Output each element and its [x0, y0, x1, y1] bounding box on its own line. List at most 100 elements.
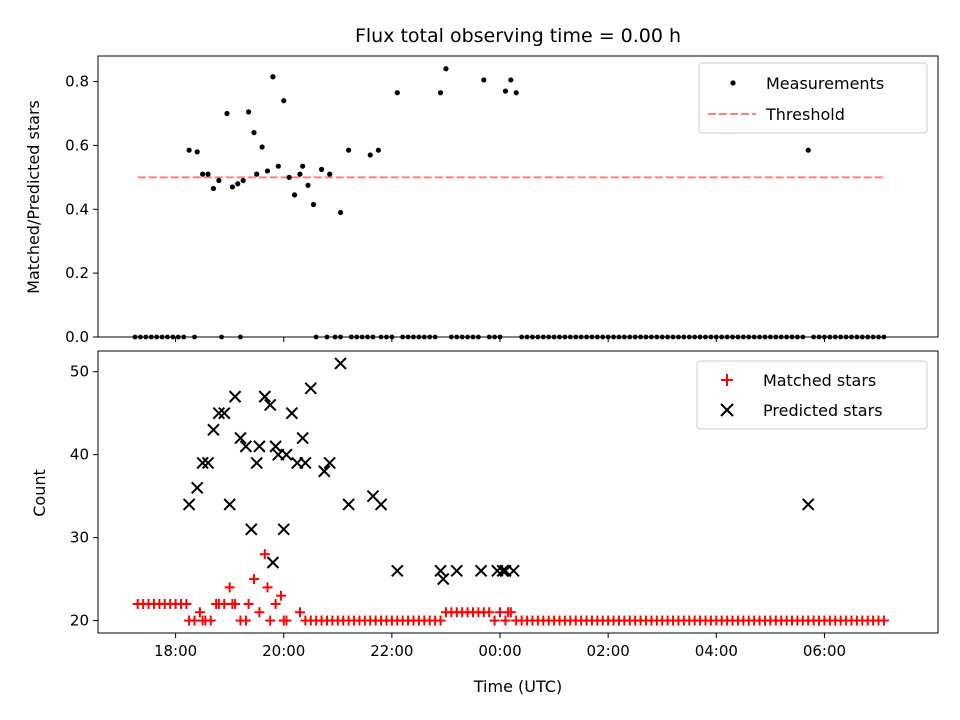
predicted-star-point — [280, 448, 293, 461]
bottom-y-tick-label: 40 — [70, 446, 89, 464]
x-tick-label: 00:00 — [478, 642, 521, 660]
predicted-star-point — [264, 398, 277, 412]
predicted-star-point — [269, 440, 282, 453]
legend-predicted-label: Predicted stars — [763, 401, 883, 420]
measurement-point — [805, 147, 811, 153]
measurement-point — [235, 181, 241, 187]
predicted-star-point — [245, 523, 258, 536]
bottom-x-axis-ticks: 18:00 20:00 22:00 00:00 02:00 04:00 06:00 — [154, 633, 846, 660]
top-y-tick-label: 0.8 — [65, 73, 89, 91]
legend-measurements-label: Measurements — [766, 74, 884, 93]
predicted-star-stroke-b — [239, 440, 253, 453]
matched-star-point — [435, 615, 446, 626]
predicted-star-stroke-b — [304, 382, 317, 395]
predicted-star-stroke-b — [228, 390, 242, 403]
predicted-star-point — [285, 406, 299, 420]
matched-star-point — [294, 607, 305, 618]
measurement-point — [216, 177, 222, 184]
predicted-star-stroke-b — [496, 564, 509, 578]
legend-predicted-marker — [720, 403, 734, 417]
predicted-star-stroke-b — [366, 489, 380, 503]
predicted-star-point — [296, 431, 309, 445]
x-tick-label: 22:00 — [370, 642, 413, 660]
top-plot-frame — [97, 55, 939, 338]
predicted-star-stroke-b — [269, 440, 282, 453]
predicted-star-stroke-b — [437, 572, 450, 586]
predicted-star-point — [391, 564, 404, 578]
matched-star-point — [230, 598, 241, 609]
predicted-star-point — [304, 382, 317, 395]
predicted-star-stroke-b — [196, 456, 209, 470]
predicted-star-point — [196, 456, 209, 470]
x-tick-label: 06:00 — [803, 642, 846, 660]
predicted-star-stroke-b — [374, 498, 388, 511]
measurement-point — [194, 149, 200, 155]
predicted-star-point — [318, 465, 331, 478]
predicted-star-point — [434, 564, 447, 578]
matched-star-point — [276, 590, 287, 601]
bottom-y-tick-label: 50 — [70, 363, 89, 381]
measurement-point — [224, 110, 230, 117]
predicted-star-stroke-b — [391, 564, 404, 578]
predicted-star-point — [266, 556, 280, 569]
predicted-star-point — [258, 390, 272, 403]
measurement-point — [443, 66, 449, 72]
measurement-point — [318, 166, 325, 172]
matched-star-point — [194, 607, 205, 618]
predicted-star-point — [277, 523, 290, 536]
measurement-point — [286, 174, 292, 180]
measurement-point — [346, 147, 352, 153]
matched-star-point — [878, 615, 889, 626]
measurement-point — [240, 177, 246, 184]
matched-star-point — [259, 549, 270, 560]
measurement-point — [291, 192, 298, 198]
matched-star-point — [240, 615, 251, 626]
matched-star-point — [505, 607, 516, 618]
predicted-star-stroke-b — [450, 564, 463, 578]
measurement-point — [367, 152, 373, 158]
chart-title: Flux total observing time = 0.00 h — [355, 25, 681, 47]
measurement-point — [300, 163, 306, 169]
matched-star-point — [484, 607, 495, 618]
predicted-star-stroke-b — [318, 465, 331, 478]
predicted-star-stroke-b — [323, 456, 336, 470]
measurement-point — [186, 147, 192, 153]
predicted-star-point — [323, 456, 336, 470]
matched-star-point — [205, 615, 216, 626]
predicted-star-point — [182, 498, 196, 511]
top-x-axis-ticks — [175, 337, 825, 342]
predicted-star-stroke-b — [342, 498, 355, 511]
x-tick-label: 04:00 — [695, 642, 738, 660]
predicted-star-stroke-b — [201, 456, 215, 470]
x-tick-label: 18:00 — [154, 642, 197, 660]
predicted-star-point — [212, 406, 226, 420]
measurement-point — [437, 90, 444, 96]
top-y-tick-label: 0.4 — [65, 200, 89, 218]
predicted-star-stroke-b — [266, 556, 280, 569]
measurement-point — [229, 184, 235, 190]
measurement-point — [259, 144, 265, 150]
top-legend-box — [698, 62, 928, 134]
measurement-point — [264, 168, 271, 174]
predicted-star-point — [342, 498, 355, 511]
bottom-y-tick-label: 30 — [70, 529, 89, 547]
measurement-point — [305, 182, 311, 188]
predicted-star-point — [450, 564, 463, 578]
bottom-y-tick-label: 20 — [70, 612, 89, 630]
matched-star-point — [248, 574, 259, 585]
predicted-star-stroke-b — [234, 431, 247, 445]
predicted-star-stroke-b — [223, 498, 236, 511]
predicted-star-stroke-b — [264, 398, 277, 412]
measurement-point — [275, 163, 281, 169]
predicted-star-point — [234, 431, 247, 445]
bottom-y-axis-ticks: 20 30 40 50 — [70, 363, 98, 630]
measurement-point — [205, 171, 211, 177]
matched-star-point — [181, 598, 192, 609]
predicted-star-stroke-b — [245, 523, 258, 536]
measurement-point — [502, 88, 509, 94]
predicted-star-point — [299, 456, 312, 470]
top-y-tick-label: 0.6 — [65, 136, 89, 154]
matched-star-point — [489, 615, 500, 626]
measurement-point — [297, 171, 303, 177]
top-y-axis-ticks: 0.0 0.2 0.4 0.6 0.8 — [65, 73, 98, 346]
